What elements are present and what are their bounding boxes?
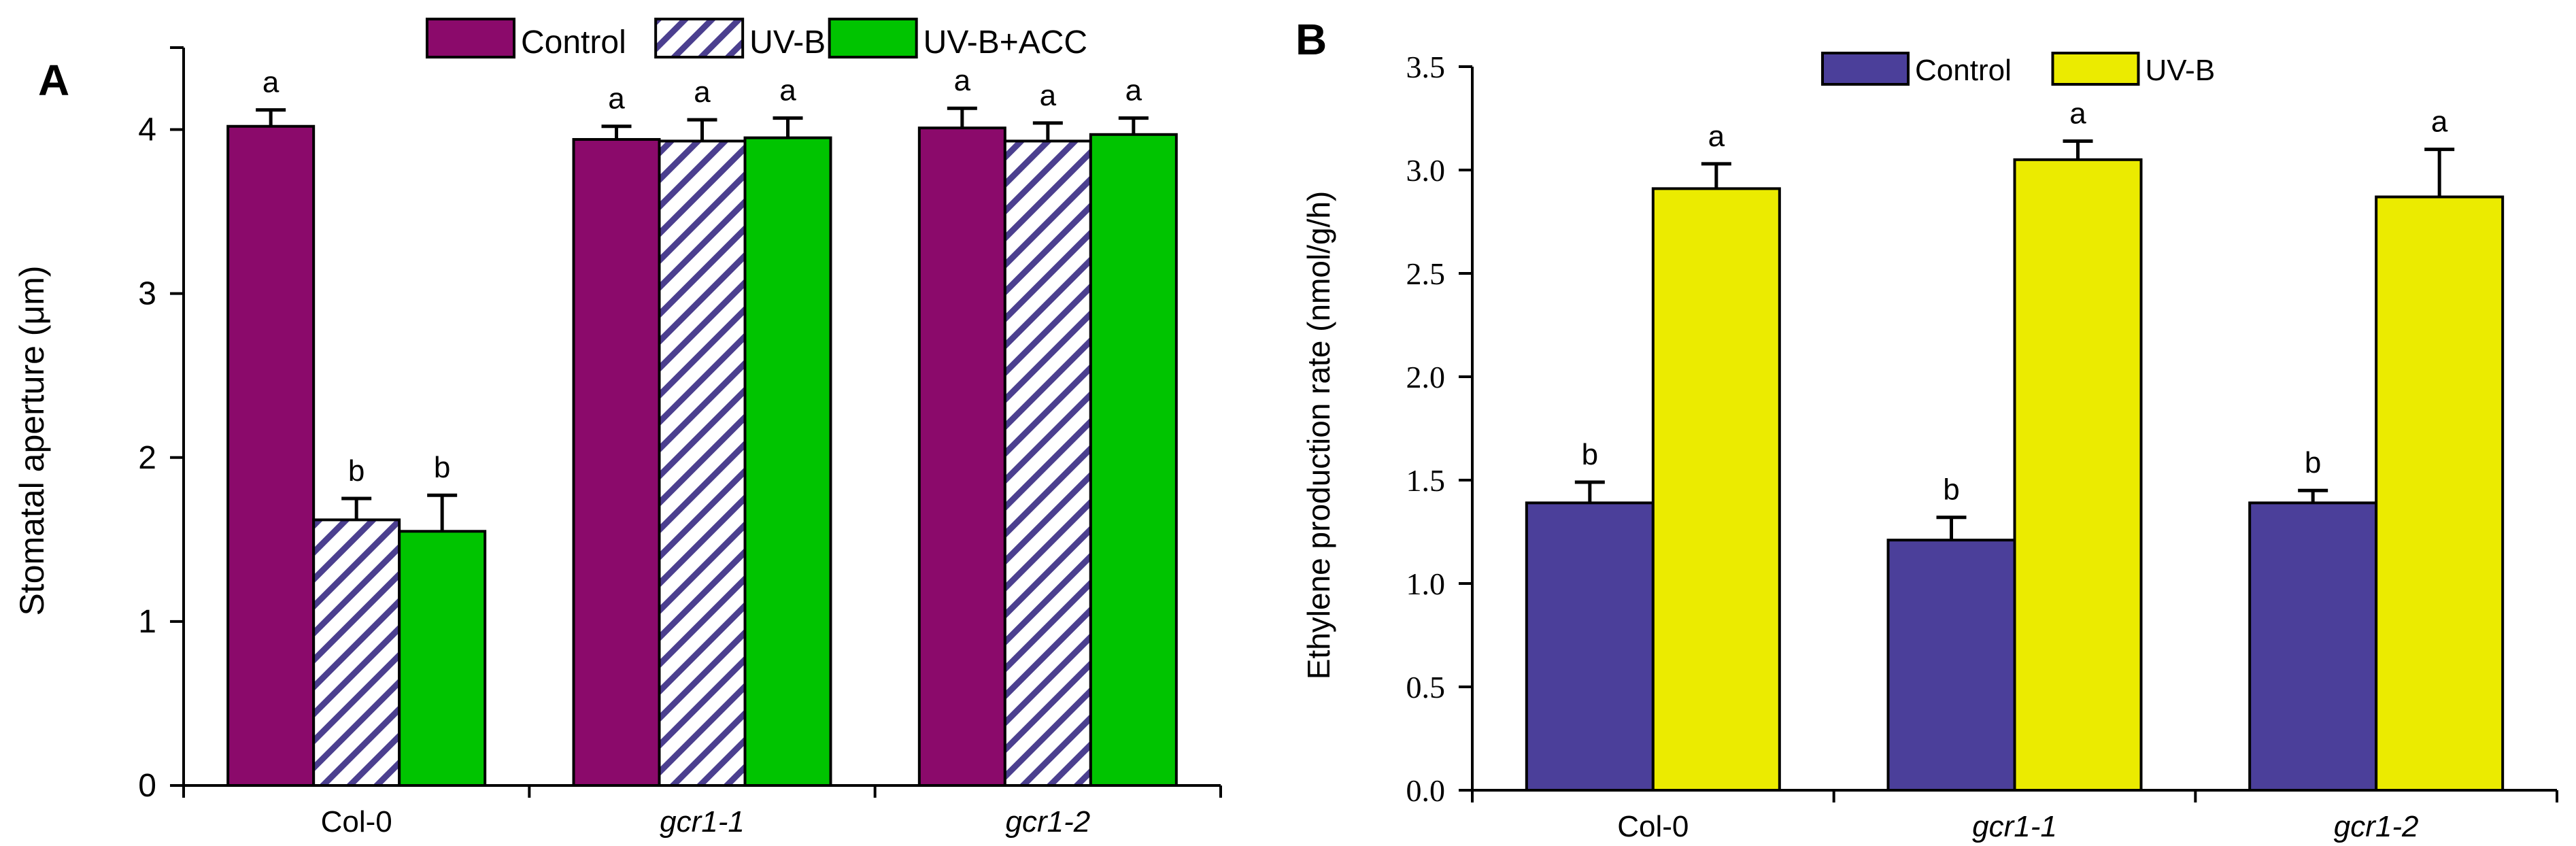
- panel-a-legend-swatch-control: [426, 18, 515, 58]
- panel-b-legend: Control UV-B: [1821, 52, 2215, 87]
- panel-a-bar-control-gcr1-1: [572, 138, 661, 787]
- panel-a-significance-letter: a: [694, 75, 711, 109]
- panel-b-significance-letter: b: [1943, 473, 1959, 507]
- panel-a-legend-swatch-uv-b: [654, 18, 745, 58]
- panel-b: B Control UV-B 0.0 0.5 1.0 1.5 2.0 2.5 3.0 3.5 Co…: [1295, 15, 2558, 843]
- panel-b-label: B: [1295, 15, 1327, 64]
- panel-a-bar-uv-b-gcr1-2: [1003, 139, 1092, 787]
- panel-a-y-tick-label: 2: [138, 440, 156, 476]
- panel-b-x-category-label: gcr1-2: [2334, 810, 2419, 843]
- panel-a-significance-letter: b: [348, 454, 365, 488]
- panel-b-legend-swatch-control: [1821, 52, 1910, 86]
- panel-a-significance-letter: a: [1125, 74, 1142, 107]
- panel-a-y-tick-label: 3: [138, 276, 156, 312]
- panel-b-bar-uv-b-gcr1-2: [2375, 195, 2505, 792]
- panel-b-significance-letter: a: [2069, 97, 2086, 130]
- panel-b-y-tick-label: 3.5: [1406, 50, 1446, 84]
- panel-a-x-category-label: gcr1-2: [1005, 805, 1090, 839]
- panel-a-legend-label-control: Control: [521, 24, 626, 61]
- panel-b-bar-control-gcr1-1: [1886, 539, 2016, 792]
- panel-b-significance-letter: b: [1582, 438, 1598, 471]
- panel-b-y-tick-label: 1.5: [1406, 463, 1446, 498]
- panel-a-significance-letter: a: [608, 82, 625, 116]
- panel-a-bar-uv-b-col-0: [312, 518, 401, 788]
- panel-a-significance-letter: a: [1040, 79, 1057, 112]
- panel-a-y-tick-label: 0: [138, 768, 156, 804]
- panel-a-bar-control-col-0: [226, 124, 316, 787]
- panel-a-x-category-label: gcr1-1: [660, 805, 745, 839]
- panel-a: A Control UV-B UV-B+ACC 0 1 2 3 4 Col-0 gcr1-1 gc…: [13, 18, 1222, 839]
- panel-b-y-axis-label: Ethylene production rate (nmol/g/h): [1301, 191, 1336, 680]
- panel-b-significance-letter: a: [2431, 105, 2448, 139]
- panel-a-bar-uv-b-acc-gcr1-1: [743, 136, 832, 788]
- panel-a-legend: Control UV-B UV-B+ACC: [426, 18, 1087, 61]
- panel-b-x-category-label: gcr1-1: [1972, 810, 2057, 843]
- panel-b-bar-control-gcr1-2: [2248, 501, 2378, 792]
- panel-a-label: A: [38, 56, 69, 105]
- panel-b-bar-uv-b-col-0: [1651, 187, 1781, 792]
- panel-a-bars: a b b a a a a a a: [226, 64, 1178, 788]
- panel-b-bar-uv-b-gcr1-1: [2013, 158, 2143, 792]
- panel-a-legend-swatch-uv-b-acc: [828, 18, 918, 58]
- panel-a-significance-letter: b: [434, 451, 450, 484]
- panel-b-y-tick-label: 0.0: [1406, 773, 1446, 808]
- panel-b-bars: b a b a b a: [1525, 97, 2505, 792]
- panel-b-bar-control-col-0: [1525, 501, 1655, 792]
- panel-b-x-category-label: Col-0: [1617, 810, 1689, 843]
- panel-a-bar-uv-b-acc-col-0: [398, 530, 487, 787]
- panel-a-y-axis-label: Stomatal aperture (μm): [13, 265, 51, 615]
- panel-a-bar-control-gcr1-2: [917, 126, 1006, 787]
- panel-b-legend-swatch-uv-b: [2051, 52, 2140, 86]
- panel-b-significance-letter: a: [1708, 120, 1725, 153]
- panel-a-bar-uv-b-acc-gcr1-2: [1089, 133, 1178, 788]
- panel-a-y-tick-label: 1: [138, 604, 156, 640]
- panel-b-legend-label-uv-b: UV-B: [2145, 54, 2215, 87]
- panel-a-significance-letter: a: [779, 74, 796, 107]
- panel-a-bar-uv-b-gcr1-1: [658, 139, 747, 787]
- panel-a-legend-label-uv-b-acc: UV-B+ACC: [923, 24, 1087, 61]
- panel-b-y-tick-label: 2.5: [1406, 256, 1446, 291]
- panel-a-x-category-label: Col-0: [321, 805, 392, 839]
- panel-a-y-tick-label: 4: [138, 112, 156, 148]
- panel-b-legend-label-control: Control: [1915, 54, 2012, 87]
- panel-b-y-tick-label: 3.0: [1406, 153, 1446, 188]
- panel-b-significance-letter: b: [2305, 446, 2321, 479]
- panel-a-significance-letter: a: [954, 64, 971, 97]
- panel-b-y-tick-label: 0.5: [1406, 670, 1446, 705]
- panel-b-y-tick-label: 1.0: [1406, 566, 1446, 601]
- panel-b-y-tick-label: 2.0: [1406, 360, 1446, 394]
- panel-a-significance-letter: a: [262, 66, 279, 99]
- panel-a-legend-label-uv-b: UV-B: [749, 24, 826, 61]
